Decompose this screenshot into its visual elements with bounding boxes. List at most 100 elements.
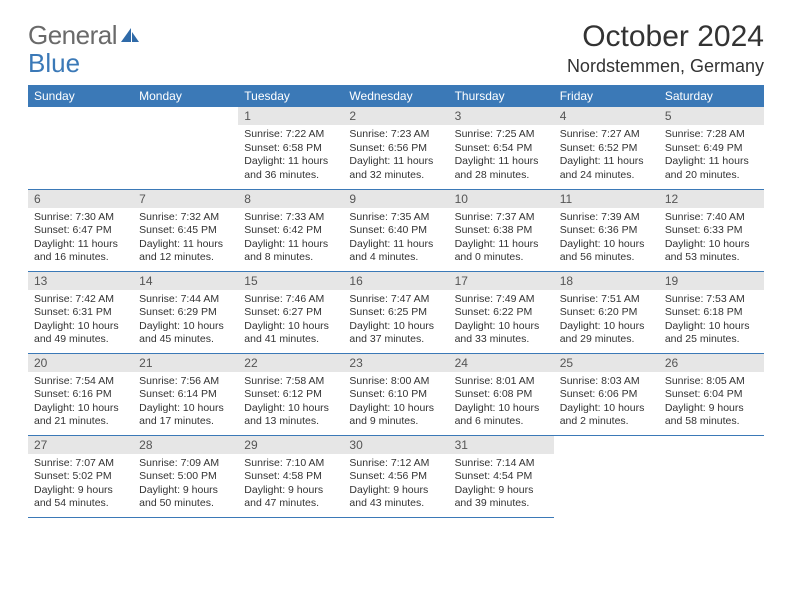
sunrise-text: Sunrise: 7:49 AM — [455, 293, 548, 307]
day-details: Sunrise: 7:56 AMSunset: 6:14 PMDaylight:… — [133, 372, 238, 434]
calendar-body: 1Sunrise: 7:22 AMSunset: 6:58 PMDaylight… — [28, 107, 764, 517]
daylight-text: Daylight: 10 hours and 45 minutes. — [139, 320, 232, 347]
day-number: 7 — [133, 190, 238, 208]
daylight-text: Daylight: 9 hours and 39 minutes. — [455, 484, 548, 511]
weekday-header: Monday — [133, 85, 238, 107]
sunset-text: Sunset: 6:04 PM — [665, 388, 758, 402]
daylight-text: Daylight: 10 hours and 13 minutes. — [244, 402, 337, 429]
day-number: 29 — [238, 436, 343, 454]
day-details: Sunrise: 7:35 AMSunset: 6:40 PMDaylight:… — [343, 208, 448, 270]
calendar-header-row: Sunday Monday Tuesday Wednesday Thursday… — [28, 85, 764, 107]
day-number: 13 — [28, 272, 133, 290]
calendar-week-row: 1Sunrise: 7:22 AMSunset: 6:58 PMDaylight… — [28, 107, 764, 189]
calendar-day-cell: 30Sunrise: 7:12 AMSunset: 4:56 PMDayligh… — [343, 435, 448, 517]
day-details: Sunrise: 7:37 AMSunset: 6:38 PMDaylight:… — [449, 208, 554, 270]
sunset-text: Sunset: 5:02 PM — [34, 470, 127, 484]
calendar-week-row: 27Sunrise: 7:07 AMSunset: 5:02 PMDayligh… — [28, 435, 764, 517]
calendar-day-cell: 20Sunrise: 7:54 AMSunset: 6:16 PMDayligh… — [28, 353, 133, 435]
sunrise-text: Sunrise: 7:33 AM — [244, 211, 337, 225]
day-number: 24 — [449, 354, 554, 372]
logo: General — [28, 20, 141, 51]
day-number: 11 — [554, 190, 659, 208]
calendar-day-cell: 22Sunrise: 7:58 AMSunset: 6:12 PMDayligh… — [238, 353, 343, 435]
daylight-text: Daylight: 10 hours and 49 minutes. — [34, 320, 127, 347]
daylight-text: Daylight: 10 hours and 41 minutes. — [244, 320, 337, 347]
sunrise-text: Sunrise: 7:40 AM — [665, 211, 758, 225]
day-details: Sunrise: 8:00 AMSunset: 6:10 PMDaylight:… — [343, 372, 448, 434]
calendar-day-cell: 19Sunrise: 7:53 AMSunset: 6:18 PMDayligh… — [659, 271, 764, 353]
sunrise-text: Sunrise: 8:03 AM — [560, 375, 653, 389]
day-details: Sunrise: 7:47 AMSunset: 6:25 PMDaylight:… — [343, 290, 448, 352]
calendar-week-row: 20Sunrise: 7:54 AMSunset: 6:16 PMDayligh… — [28, 353, 764, 435]
calendar-day-cell: 4Sunrise: 7:27 AMSunset: 6:52 PMDaylight… — [554, 107, 659, 189]
day-details: Sunrise: 8:01 AMSunset: 6:08 PMDaylight:… — [449, 372, 554, 434]
day-number: 17 — [449, 272, 554, 290]
day-details: Sunrise: 7:28 AMSunset: 6:49 PMDaylight:… — [659, 125, 764, 187]
daylight-text: Daylight: 9 hours and 47 minutes. — [244, 484, 337, 511]
daylight-text: Daylight: 10 hours and 6 minutes. — [455, 402, 548, 429]
sunrise-text: Sunrise: 7:47 AM — [349, 293, 442, 307]
sunset-text: Sunset: 4:58 PM — [244, 470, 337, 484]
sunset-text: Sunset: 4:56 PM — [349, 470, 442, 484]
sunrise-text: Sunrise: 7:25 AM — [455, 128, 548, 142]
sunset-text: Sunset: 6:06 PM — [560, 388, 653, 402]
sunrise-text: Sunrise: 7:27 AM — [560, 128, 653, 142]
logo-sail-icon — [119, 26, 141, 44]
sunset-text: Sunset: 6:54 PM — [455, 142, 548, 156]
sunrise-text: Sunrise: 8:01 AM — [455, 375, 548, 389]
calendar-day-cell: 17Sunrise: 7:49 AMSunset: 6:22 PMDayligh… — [449, 271, 554, 353]
sunrise-text: Sunrise: 7:42 AM — [34, 293, 127, 307]
day-details: Sunrise: 7:39 AMSunset: 6:36 PMDaylight:… — [554, 208, 659, 270]
calendar-day-cell: 15Sunrise: 7:46 AMSunset: 6:27 PMDayligh… — [238, 271, 343, 353]
day-details: Sunrise: 7:12 AMSunset: 4:56 PMDaylight:… — [343, 454, 448, 516]
calendar-day-cell: 11Sunrise: 7:39 AMSunset: 6:36 PMDayligh… — [554, 189, 659, 271]
sunset-text: Sunset: 6:49 PM — [665, 142, 758, 156]
daylight-text: Daylight: 11 hours and 8 minutes. — [244, 238, 337, 265]
calendar-day-cell: 31Sunrise: 7:14 AMSunset: 4:54 PMDayligh… — [449, 435, 554, 517]
daylight-text: Daylight: 11 hours and 16 minutes. — [34, 238, 127, 265]
title-block: October 2024 Nordstemmen, Germany — [567, 20, 764, 77]
logo-text-2: Blue — [28, 48, 80, 79]
sunrise-text: Sunrise: 7:51 AM — [560, 293, 653, 307]
sunrise-text: Sunrise: 7:12 AM — [349, 457, 442, 471]
day-number: 31 — [449, 436, 554, 454]
sunrise-text: Sunrise: 7:32 AM — [139, 211, 232, 225]
day-details: Sunrise: 7:30 AMSunset: 6:47 PMDaylight:… — [28, 208, 133, 270]
day-number: 28 — [133, 436, 238, 454]
sunset-text: Sunset: 6:47 PM — [34, 224, 127, 238]
day-number: 3 — [449, 107, 554, 125]
sunrise-text: Sunrise: 7:46 AM — [244, 293, 337, 307]
day-number: 25 — [554, 354, 659, 372]
sunrise-text: Sunrise: 7:39 AM — [560, 211, 653, 225]
day-details: Sunrise: 7:33 AMSunset: 6:42 PMDaylight:… — [238, 208, 343, 270]
calendar-day-cell: 12Sunrise: 7:40 AMSunset: 6:33 PMDayligh… — [659, 189, 764, 271]
day-number: 16 — [343, 272, 448, 290]
calendar-day-cell: 28Sunrise: 7:09 AMSunset: 5:00 PMDayligh… — [133, 435, 238, 517]
daylight-text: Daylight: 9 hours and 54 minutes. — [34, 484, 127, 511]
day-number: 30 — [343, 436, 448, 454]
sunset-text: Sunset: 6:25 PM — [349, 306, 442, 320]
daylight-text: Daylight: 10 hours and 9 minutes. — [349, 402, 442, 429]
sunrise-text: Sunrise: 7:09 AM — [139, 457, 232, 471]
location-subtitle: Nordstemmen, Germany — [567, 56, 764, 77]
daylight-text: Daylight: 11 hours and 24 minutes. — [560, 155, 653, 182]
day-number: 5 — [659, 107, 764, 125]
sunset-text: Sunset: 6:14 PM — [139, 388, 232, 402]
weekday-header: Tuesday — [238, 85, 343, 107]
daylight-text: Daylight: 10 hours and 25 minutes. — [665, 320, 758, 347]
day-details: Sunrise: 7:44 AMSunset: 6:29 PMDaylight:… — [133, 290, 238, 352]
calendar-table: Sunday Monday Tuesday Wednesday Thursday… — [28, 85, 764, 518]
sunrise-text: Sunrise: 7:58 AM — [244, 375, 337, 389]
day-details: Sunrise: 7:51 AMSunset: 6:20 PMDaylight:… — [554, 290, 659, 352]
header: General October 2024 Nordstemmen, German… — [28, 20, 764, 77]
weekday-header: Wednesday — [343, 85, 448, 107]
calendar-day-cell: 26Sunrise: 8:05 AMSunset: 6:04 PMDayligh… — [659, 353, 764, 435]
sunrise-text: Sunrise: 7:37 AM — [455, 211, 548, 225]
calendar-day-cell: 3Sunrise: 7:25 AMSunset: 6:54 PMDaylight… — [449, 107, 554, 189]
day-number: 23 — [343, 354, 448, 372]
sunrise-text: Sunrise: 7:53 AM — [665, 293, 758, 307]
sunset-text: Sunset: 6:18 PM — [665, 306, 758, 320]
calendar-day-cell: 10Sunrise: 7:37 AMSunset: 6:38 PMDayligh… — [449, 189, 554, 271]
calendar-day-cell: 6Sunrise: 7:30 AMSunset: 6:47 PMDaylight… — [28, 189, 133, 271]
daylight-text: Daylight: 9 hours and 58 minutes. — [665, 402, 758, 429]
